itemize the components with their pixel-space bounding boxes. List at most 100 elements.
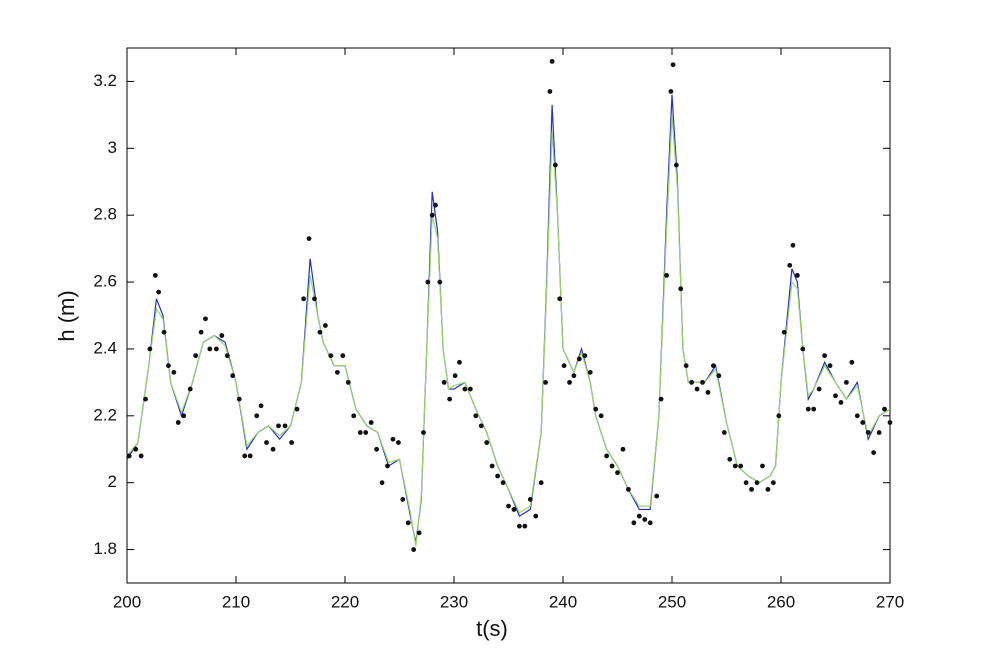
data-point [147, 346, 153, 352]
data-point [754, 480, 760, 486]
data-point [811, 406, 817, 412]
data-point [776, 413, 782, 419]
data-point [721, 430, 727, 435]
data-point [844, 379, 849, 385]
data-point [161, 329, 167, 335]
data-point [533, 513, 539, 519]
data-point [351, 413, 357, 419]
data-point [615, 470, 620, 476]
data-point [727, 456, 733, 462]
data-point [236, 396, 242, 402]
data-point [511, 507, 517, 512]
data-point [805, 406, 811, 412]
data-point [270, 446, 276, 452]
data-point [543, 379, 548, 385]
data-point [770, 480, 776, 486]
data-point [838, 400, 844, 405]
data-point [400, 497, 406, 502]
x-tick-label: 200 [113, 592, 141, 611]
data-point [705, 390, 711, 395]
data-point [673, 162, 679, 168]
data-point [711, 363, 716, 369]
data-point [582, 353, 588, 359]
data-point [800, 346, 806, 352]
data-point [567, 379, 572, 385]
data-point [452, 373, 458, 379]
y-axis-label: h (m) [54, 290, 79, 341]
data-point [552, 162, 558, 168]
data-point [654, 493, 660, 499]
data-point [642, 517, 648, 522]
y-tick-label: 3.2 [93, 71, 117, 90]
data-point [816, 386, 822, 392]
data-point [462, 386, 468, 392]
data-point [429, 212, 435, 218]
data-point [363, 430, 369, 435]
data-point [495, 473, 500, 479]
data-point [219, 333, 225, 338]
data-point [345, 379, 351, 385]
data-point [561, 363, 567, 369]
data-point [368, 420, 374, 425]
y-tick-label: 2.6 [93, 272, 117, 291]
data-point [437, 279, 443, 285]
data-point [647, 520, 653, 526]
x-tick-label: 250 [658, 592, 686, 611]
data-point [282, 423, 288, 429]
x-tick-label: 220 [331, 592, 359, 611]
data-point [289, 440, 294, 445]
data-point [626, 486, 631, 492]
data-point [193, 353, 199, 359]
x-tick-label: 260 [767, 592, 795, 611]
data-point [694, 386, 700, 392]
data-point [489, 463, 495, 469]
data-point [207, 346, 213, 352]
data-point [527, 497, 533, 502]
data-point [683, 363, 689, 369]
data-point [143, 396, 148, 402]
data-point [467, 386, 473, 392]
data-point [517, 523, 522, 529]
data-point [790, 242, 796, 248]
data-point [138, 453, 144, 459]
data-point [876, 430, 882, 435]
data-point [334, 369, 340, 375]
data-point [557, 296, 563, 302]
data-point [664, 272, 669, 278]
data-point [678, 286, 684, 292]
data-point [433, 202, 438, 208]
data-point [760, 463, 765, 469]
data-point [175, 420, 181, 425]
data-point [405, 520, 411, 526]
data-point [794, 272, 800, 278]
data-point [379, 480, 385, 486]
data-point [224, 353, 230, 359]
data-point [538, 480, 544, 486]
data-point [738, 463, 744, 469]
data-point [743, 480, 749, 486]
data-point [636, 513, 642, 519]
data-point [598, 413, 604, 419]
data-point [478, 423, 484, 429]
data-point [213, 346, 219, 352]
data-point [887, 420, 893, 425]
y-tick-label: 3 [108, 138, 117, 157]
data-point [357, 430, 363, 435]
data-point [749, 486, 754, 492]
data-point [871, 450, 877, 455]
x-tick-label: 230 [440, 592, 468, 611]
data-point [716, 373, 722, 379]
data-point [312, 296, 317, 302]
data-point [421, 430, 426, 435]
data-point [854, 413, 860, 419]
data-point [416, 530, 422, 536]
y-tick-label: 2.2 [93, 405, 117, 424]
data-point [152, 272, 158, 278]
data-point [254, 413, 260, 419]
data-point [860, 420, 866, 425]
x-tick-label: 270 [876, 592, 904, 611]
data-point [276, 423, 281, 429]
data-point [411, 547, 417, 552]
